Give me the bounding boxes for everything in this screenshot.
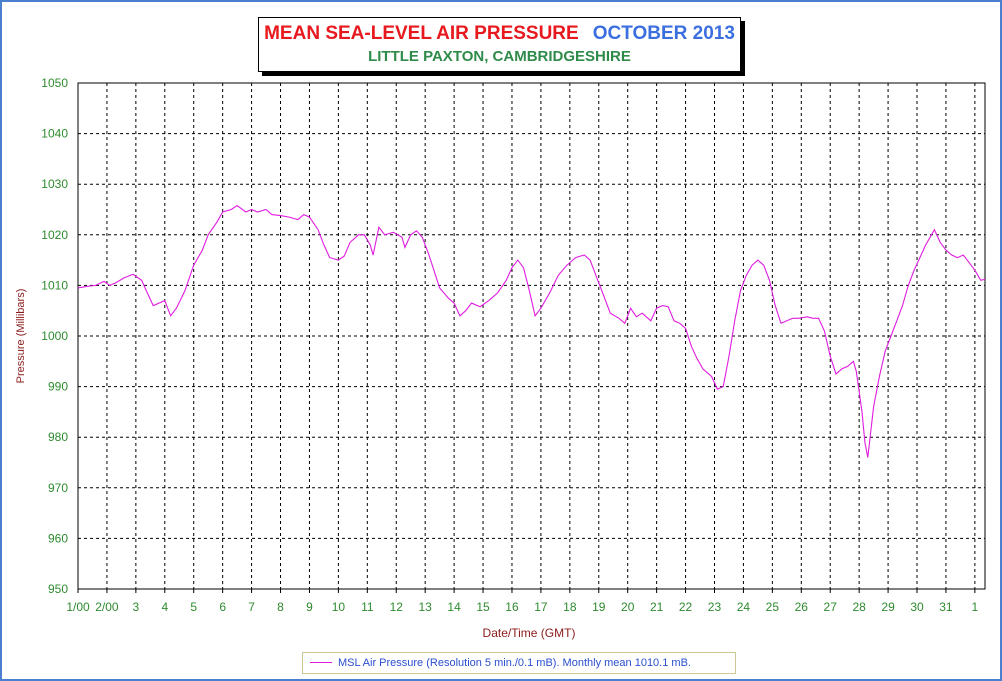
x-tick-label: 1/00 (66, 600, 90, 614)
y-tick-label: 960 (48, 531, 68, 545)
y-tick-label: 980 (48, 430, 68, 444)
x-tick-label: 10 (332, 600, 346, 614)
x-tick-label: 18 (563, 600, 577, 614)
x-tick-label: 11 (361, 600, 374, 614)
y-tick-label: 990 (48, 380, 68, 394)
x-tick-label: 5 (190, 600, 197, 614)
chart-subtitle: LITTLE PAXTON, CAMBRIDGESHIRE (368, 48, 631, 65)
x-tick-label: 24 (737, 600, 751, 614)
y-tick-label: 1040 (41, 127, 68, 141)
x-tick-label: 28 (852, 600, 866, 614)
x-tick-label: 20 (621, 600, 635, 614)
y-tick-label: 950 (48, 582, 68, 596)
y-tick-label: 1010 (41, 278, 68, 292)
x-tick-label: 1 (972, 600, 979, 614)
x-tick-label: 29 (881, 600, 895, 614)
x-axis-ticks: 1/00 2/00 3 4 5 6 7 8 9 10 11 12 13 14 15 16 17 18 19 20 21 2… (66, 589, 979, 614)
x-tick-label: 15 (476, 600, 490, 614)
x-tick-label: 8 (277, 600, 284, 614)
y-tick-label: 1030 (41, 177, 68, 191)
plot-border (77, 82, 986, 590)
x-tick-label: 2/00 (95, 600, 119, 614)
legend-swatch (310, 661, 332, 663)
x-tick-label: 23 (708, 600, 722, 614)
x-tick-label: 17 (534, 600, 548, 614)
grid-lines (78, 83, 985, 589)
x-tick-label: 31 (939, 600, 953, 614)
x-tick-label: 3 (133, 600, 140, 614)
chart-title-period: OCTOBER 2013 (592, 23, 735, 44)
y-tick-label: 1000 (41, 329, 68, 343)
y-tick-label: 1050 (41, 76, 68, 90)
x-tick-label: 21 (650, 600, 664, 614)
chart-title: MEAN SEA-LEVEL AIR PRESSURE (264, 23, 579, 44)
x-tick-label: 27 (824, 600, 838, 614)
x-tick-label: 16 (505, 600, 519, 614)
title-box: MEAN SEA-LEVEL AIR PRESSURE OCTOBER 2013 … (258, 17, 741, 72)
x-tick-label: 9 (306, 600, 313, 614)
legend-label: MSL Air Pressure (Resolution 5 min./0.1 … (338, 657, 691, 669)
x-axis-label: Date/Time (GMT) (483, 626, 576, 640)
y-tick-label: 1020 (41, 228, 68, 242)
y-axis-ticks: 950 960 970 980 990 1000 1010 1020 1030 1040 1050 (41, 76, 68, 596)
title-line: MEAN SEA-LEVEL AIR PRESSURE OCTOBER 2013 (259, 23, 740, 45)
y-axis-label: Pressure (Millibars) (15, 289, 27, 384)
x-tick-label: 6 (219, 600, 226, 614)
x-tick-label: 19 (592, 600, 606, 614)
x-tick-label: 14 (447, 600, 461, 614)
x-tick-label: 22 (679, 600, 693, 614)
x-tick-label: 25 (766, 600, 780, 614)
x-tick-label: 26 (795, 600, 809, 614)
x-tick-label: 13 (418, 600, 432, 614)
y-tick-label: 970 (48, 481, 68, 495)
x-tick-label: 7 (248, 600, 255, 614)
legend: MSL Air Pressure (Resolution 5 min./0.1 … (302, 652, 736, 674)
x-tick-label: 4 (161, 600, 168, 614)
series-line-msl-pressure (77, 204, 986, 458)
x-tick-label: 30 (910, 600, 924, 614)
x-tick-label: 12 (390, 600, 404, 614)
